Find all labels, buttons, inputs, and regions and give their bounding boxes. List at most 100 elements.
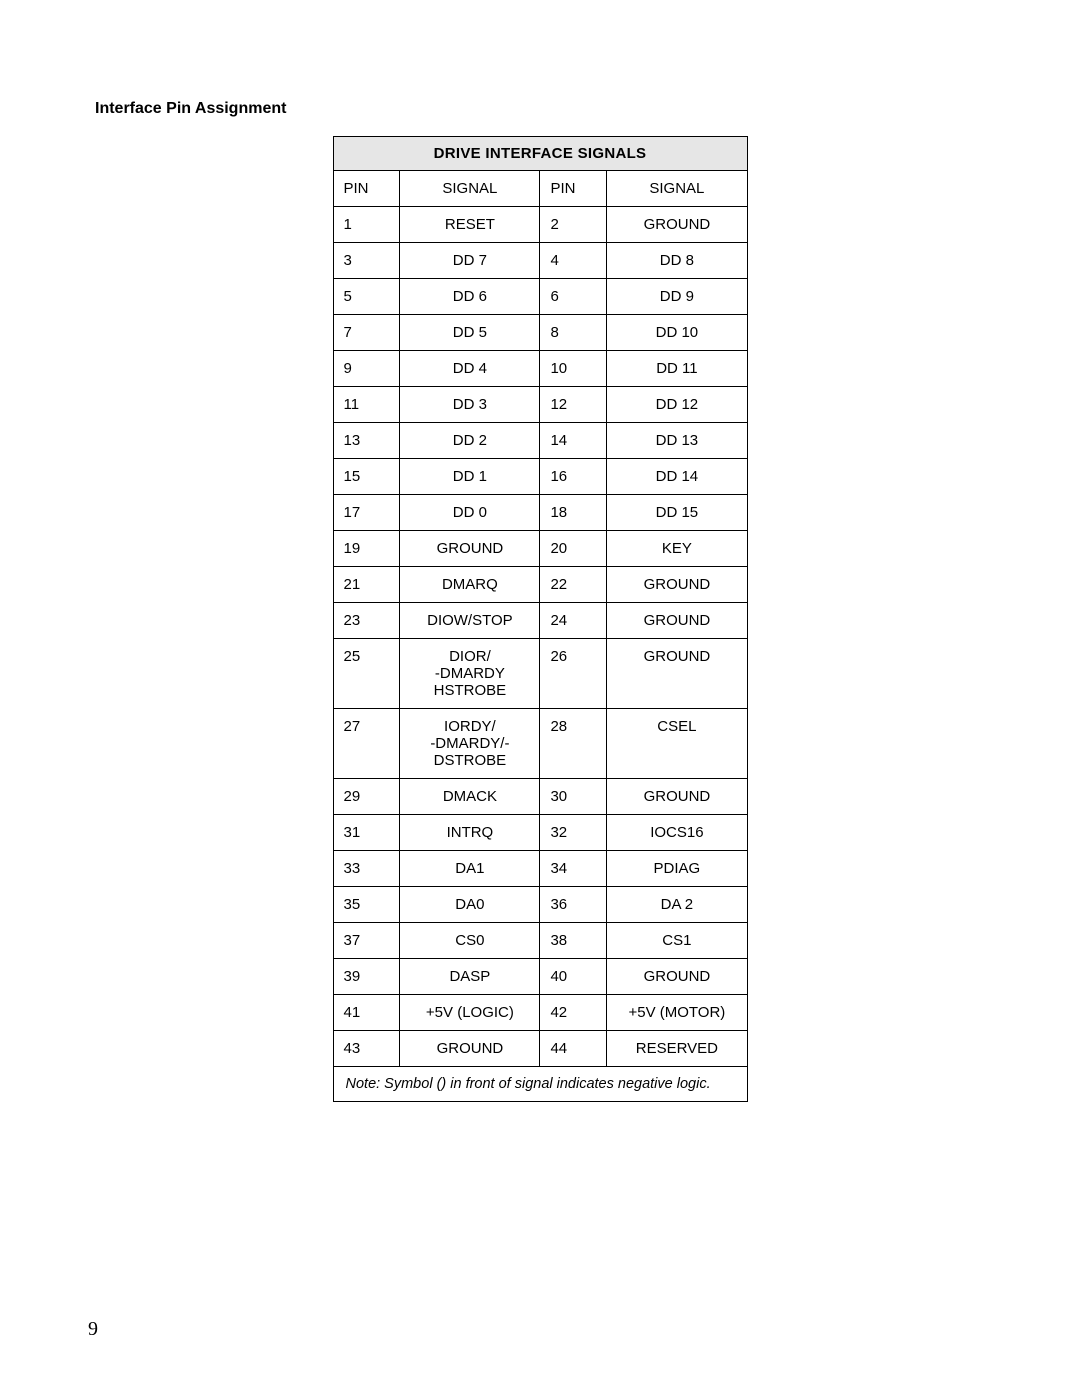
pin-cell: 14	[540, 423, 607, 459]
signal-cell: CS0	[400, 923, 540, 959]
pin-cell: 30	[540, 779, 607, 815]
table-row: 29DMACK30GROUND	[333, 779, 747, 815]
table-row: 33DA134PDIAG	[333, 851, 747, 887]
table-row: 3DD 74DD 8	[333, 243, 747, 279]
table-title: DRIVE INTERFACE SIGNALS	[333, 137, 747, 171]
pin-cell: 16	[540, 459, 607, 495]
pin-cell: 24	[540, 603, 607, 639]
signal-cell: RESET	[400, 207, 540, 243]
pin-cell: 15	[333, 459, 400, 495]
table-row: 31INTRQ32IOCS16	[333, 815, 747, 851]
pin-cell: 2	[540, 207, 607, 243]
signal-cell: DD 7	[400, 243, 540, 279]
signal-cell: GROUND	[400, 1031, 540, 1067]
pin-cell: 22	[540, 567, 607, 603]
signal-cell: GROUND	[400, 531, 540, 567]
pin-cell: 9	[333, 351, 400, 387]
pin-cell: 38	[540, 923, 607, 959]
page: Interface Pin Assignment DRIVE INTERFACE…	[0, 0, 1080, 1397]
table-row: 37CS038CS1	[333, 923, 747, 959]
signals-table: DRIVE INTERFACE SIGNALS PINSIGNALPINSIGN…	[333, 136, 748, 1102]
signal-cell: DD 10	[607, 315, 747, 351]
signal-cell: KEY	[607, 531, 747, 567]
table-header-row: PINSIGNALPINSIGNAL	[333, 171, 747, 207]
pin-cell: 41	[333, 995, 400, 1031]
table-row: 7DD 58DD 10	[333, 315, 747, 351]
pin-cell: 6	[540, 279, 607, 315]
pin-cell: 25	[333, 639, 400, 709]
signal-cell: DIOR/-DMARDYHSTROBE	[400, 639, 540, 709]
table-row: 39DASP40GROUND	[333, 959, 747, 995]
table-row: 35DA036DA 2	[333, 887, 747, 923]
signal-cell: GROUND	[607, 603, 747, 639]
pin-cell: 43	[333, 1031, 400, 1067]
col-header-signal: SIGNAL	[607, 171, 747, 207]
table-row: 19GROUND20KEY	[333, 531, 747, 567]
signal-cell: INTRQ	[400, 815, 540, 851]
table-row: 25DIOR/-DMARDYHSTROBE26GROUND	[333, 639, 747, 709]
signal-cell: GROUND	[607, 207, 747, 243]
pin-cell: 44	[540, 1031, 607, 1067]
col-header-signal: SIGNAL	[400, 171, 540, 207]
table-row: 1RESET2GROUND	[333, 207, 747, 243]
pin-cell: 7	[333, 315, 400, 351]
signal-cell: CS1	[607, 923, 747, 959]
signal-cell: DD 12	[607, 387, 747, 423]
pin-cell: 18	[540, 495, 607, 531]
signal-cell: DMACK	[400, 779, 540, 815]
signal-cell: DD 4	[400, 351, 540, 387]
table-container: DRIVE INTERFACE SIGNALS PINSIGNALPINSIGN…	[95, 136, 985, 1102]
signal-cell: GROUND	[607, 639, 747, 709]
pin-cell: 13	[333, 423, 400, 459]
table-body: PINSIGNALPINSIGNAL1RESET2GROUND3DD 74DD …	[333, 171, 747, 1102]
pin-cell: 28	[540, 709, 607, 779]
pin-cell: 8	[540, 315, 607, 351]
signal-cell: DD 5	[400, 315, 540, 351]
signal-cell: DD 6	[400, 279, 540, 315]
pin-cell: 11	[333, 387, 400, 423]
signal-cell: GROUND	[607, 567, 747, 603]
pin-cell: 39	[333, 959, 400, 995]
signal-cell: PDIAG	[607, 851, 747, 887]
pin-cell: 17	[333, 495, 400, 531]
signal-cell: DA0	[400, 887, 540, 923]
signal-cell: DD 14	[607, 459, 747, 495]
pin-cell: 21	[333, 567, 400, 603]
signal-cell: +5V (MOTOR)	[607, 995, 747, 1031]
pin-cell: 37	[333, 923, 400, 959]
signal-cell: DD 11	[607, 351, 747, 387]
signal-cell: DMARQ	[400, 567, 540, 603]
signal-cell: GROUND	[607, 779, 747, 815]
pin-cell: 32	[540, 815, 607, 851]
signal-cell: DD 2	[400, 423, 540, 459]
pin-cell: 1	[333, 207, 400, 243]
pin-cell: 26	[540, 639, 607, 709]
table-row: 27IORDY/-DMARDY/-DSTROBE28CSEL	[333, 709, 747, 779]
table-row: 23DIOW/STOP24GROUND	[333, 603, 747, 639]
signal-cell: DD 1	[400, 459, 540, 495]
pin-cell: 4	[540, 243, 607, 279]
signal-cell: DA1	[400, 851, 540, 887]
signal-cell: DA 2	[607, 887, 747, 923]
pin-cell: 10	[540, 351, 607, 387]
table-row: 15DD 116DD 14	[333, 459, 747, 495]
pin-cell: 36	[540, 887, 607, 923]
table-note-row: Note: Symbol () in front of signal indic…	[333, 1067, 747, 1102]
signal-cell: DD 3	[400, 387, 540, 423]
pin-cell: 40	[540, 959, 607, 995]
signal-cell: DD 13	[607, 423, 747, 459]
page-number: 9	[88, 1318, 98, 1341]
table-title-row: DRIVE INTERFACE SIGNALS	[333, 137, 747, 171]
table-row: 43GROUND44RESERVED	[333, 1031, 747, 1067]
table-note: Note: Symbol () in front of signal indic…	[333, 1067, 747, 1102]
pin-cell: 20	[540, 531, 607, 567]
pin-cell: 34	[540, 851, 607, 887]
pin-cell: 5	[333, 279, 400, 315]
col-header-pin: PIN	[540, 171, 607, 207]
col-header-pin: PIN	[333, 171, 400, 207]
signal-cell: CSEL	[607, 709, 747, 779]
signal-cell: IOCS16	[607, 815, 747, 851]
signal-cell: DD 0	[400, 495, 540, 531]
signal-cell: DASP	[400, 959, 540, 995]
pin-cell: 27	[333, 709, 400, 779]
